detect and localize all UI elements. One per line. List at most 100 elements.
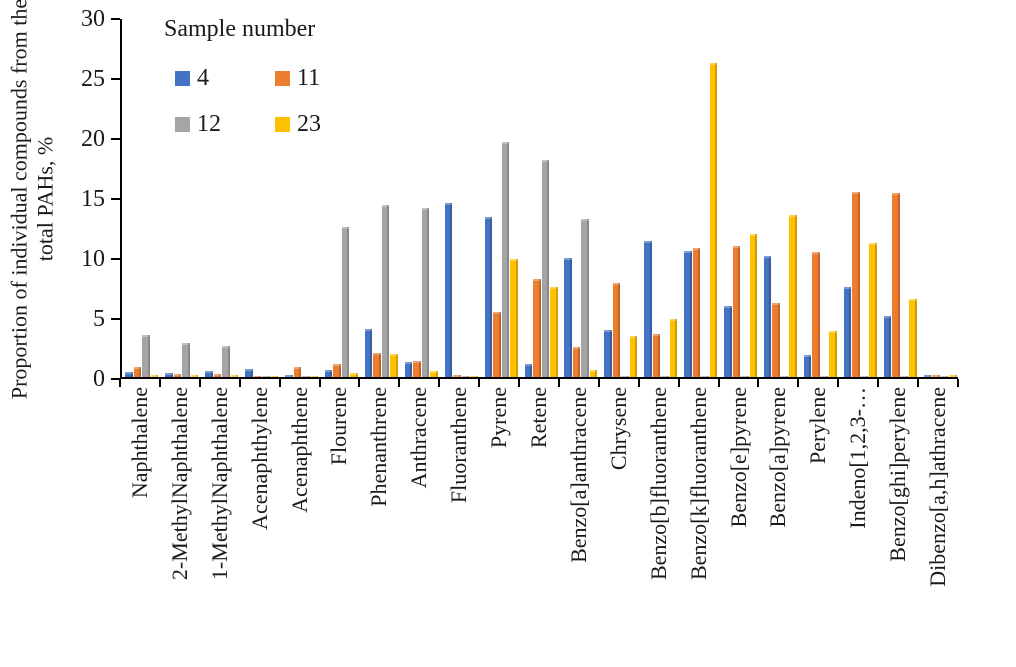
bar-sample-23 <box>869 242 877 377</box>
bar-sample-4 <box>883 315 892 377</box>
x-axis-tickmark <box>238 379 241 387</box>
y-axis-tick-label: 20 <box>81 126 105 152</box>
y-axis-tick-label: 5 <box>93 306 105 332</box>
legend-item-sample-12: 12 <box>175 112 221 136</box>
bar-sample-12 <box>541 159 549 377</box>
bar-sample-4 <box>444 203 453 377</box>
bar-sample-23 <box>390 354 398 377</box>
bar-sample-23 <box>550 287 558 377</box>
x-axis-label: Benzo[a]anthracene <box>565 387 591 563</box>
bar-sample-23 <box>949 375 957 377</box>
legend-item-sample-23: 23 <box>275 112 321 136</box>
y-axis-tick-label: 15 <box>81 186 105 212</box>
bar-sample-11 <box>373 353 381 377</box>
bar-sample-23 <box>350 373 358 377</box>
bar-sample-23 <box>190 375 199 377</box>
x-axis-label: Chrysene <box>605 387 631 471</box>
bar-sample-12 <box>900 375 909 377</box>
y-axis-tickmark <box>111 258 120 260</box>
bar-sample-4 <box>724 306 732 377</box>
legend-label: 4 <box>197 65 209 91</box>
bar-sample-11 <box>772 302 780 377</box>
bar-sample-11 <box>572 347 581 377</box>
bar-sample-23 <box>470 375 478 377</box>
legend-label: 12 <box>197 111 221 137</box>
y-axis-title-line1: Proportion of individual compounds from … <box>6 0 32 400</box>
bar-sample-12 <box>262 375 270 377</box>
x-axis-tickmark <box>877 379 880 387</box>
x-axis-tickmark <box>478 379 481 387</box>
x-axis-label: Benzo[a]pyrene <box>765 387 791 528</box>
x-axis-tickmark <box>757 379 760 387</box>
bar-sample-23 <box>270 376 279 377</box>
y-axis-tick-label: 30 <box>81 6 105 32</box>
bar-sample-12 <box>222 345 230 377</box>
bar-sample-23 <box>589 369 598 377</box>
x-axis-label: Acenaphthene <box>286 387 312 513</box>
y-axis-tickmark <box>111 198 120 200</box>
bar-sample-4 <box>564 258 572 377</box>
x-axis-label: Phenanthrene <box>366 387 392 507</box>
y-axis-tick-label: 0 <box>93 366 105 392</box>
x-axis-tickmark <box>917 379 920 387</box>
bar-sample-4 <box>644 241 652 377</box>
x-axis-label: Pyrene <box>486 387 512 449</box>
bar-sample-11 <box>293 367 302 377</box>
bar-sample-12 <box>780 375 789 377</box>
bar-sample-11 <box>453 375 461 377</box>
x-axis-tickmark <box>198 379 201 387</box>
y-axis-tickmark <box>111 138 120 140</box>
plot-area <box>120 19 958 379</box>
bar-sample-4 <box>205 371 213 377</box>
bar-sample-11 <box>732 246 741 377</box>
y-axis-tickmark <box>111 18 120 20</box>
x-axis-label: 2-MethylNaphthalene <box>166 387 192 581</box>
legend-label: 11 <box>297 65 321 91</box>
bar-sample-4 <box>604 330 612 377</box>
x-axis-tickmark <box>119 379 121 387</box>
y-axis-tickmark <box>111 378 120 380</box>
bar-sample-11 <box>652 333 661 377</box>
bar-sample-11 <box>812 252 820 377</box>
bar-sample-12 <box>421 207 430 377</box>
bar-sample-4 <box>404 362 413 377</box>
legend-label: 23 <box>297 111 321 137</box>
x-axis-tickmark <box>957 379 959 387</box>
bar-sample-4 <box>285 374 293 377</box>
y-axis-title: Proportion of individual compounds from … <box>7 0 60 439</box>
x-axis-label: Acenaphthylene <box>246 387 272 530</box>
x-axis-label: Retene <box>526 387 551 449</box>
x-axis-tickmark <box>797 379 800 387</box>
bar-sample-4 <box>923 375 932 377</box>
bar-sample-4 <box>324 369 333 377</box>
legend-swatch-icon <box>175 70 190 86</box>
bar-sample-12 <box>661 375 669 377</box>
x-axis-tickmark <box>438 379 441 387</box>
bar-sample-23 <box>829 331 837 377</box>
x-axis-label: Dibenzo[a,h]athracene <box>925 387 951 587</box>
bar-sample-11 <box>493 312 501 377</box>
bar-sample-11 <box>852 192 860 377</box>
bar-sample-12 <box>461 375 470 377</box>
bar-sample-4 <box>524 363 532 377</box>
legend-swatch-icon <box>275 70 290 86</box>
bar-sample-23 <box>230 375 239 377</box>
x-axis-tickmark <box>557 379 560 387</box>
bar-sample-23 <box>430 371 438 377</box>
bar-sample-12 <box>142 335 150 377</box>
x-axis-tickmark <box>278 379 281 387</box>
x-axis-label: Benzo[e]pyrene <box>725 387 751 528</box>
bar-sample-11 <box>892 193 900 377</box>
bar-sample-11 <box>213 374 222 377</box>
x-axis-label: Flourene <box>326 387 352 466</box>
x-axis-label: Perylene <box>805 387 831 464</box>
legend-swatch-icon <box>275 116 290 132</box>
bar-sample-23 <box>709 62 718 377</box>
bar-sample-12 <box>621 375 629 377</box>
x-axis-tickmark <box>677 379 680 387</box>
bar-sample-12 <box>501 141 510 377</box>
x-axis-label: 1-MethylNaphthalene <box>206 387 232 581</box>
y-axis-tickmark <box>111 78 120 80</box>
bar-sample-23 <box>789 215 797 377</box>
bar-sample-4 <box>843 287 852 377</box>
